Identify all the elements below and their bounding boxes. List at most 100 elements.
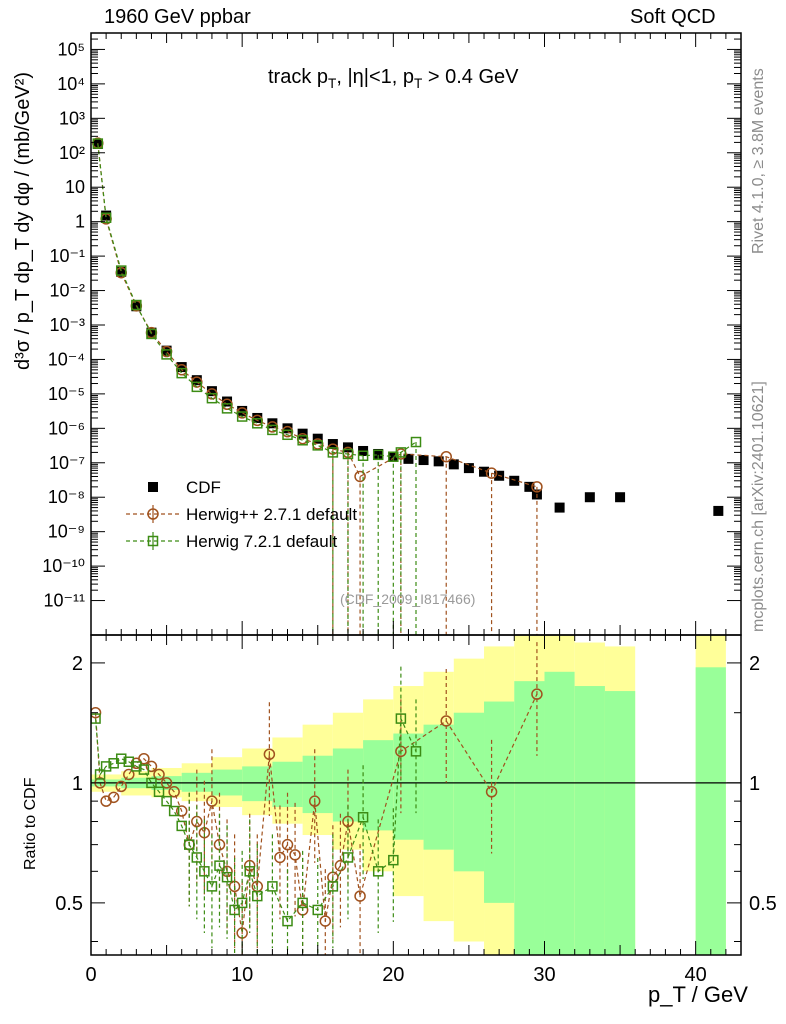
stat-band-bin	[423, 724, 454, 850]
herwig7-point	[131, 299, 142, 311]
herwig7-point	[297, 435, 308, 446]
herwig7-ratio-point	[297, 897, 308, 909]
herwig7-ratio-point	[357, 811, 369, 823]
cdf-point	[713, 505, 724, 516]
herwig7-point	[282, 429, 293, 441]
process-label: Soft QCD	[630, 6, 716, 28]
cdf-point	[116, 266, 127, 277]
stat-band-bin	[393, 733, 424, 840]
cdf-point	[554, 502, 565, 513]
herwigpp-ratio-point	[274, 851, 286, 864]
cdf-point	[509, 475, 520, 486]
herwig7-ratio-point	[214, 860, 225, 871]
herwig7-ratio-point	[236, 897, 248, 909]
x-tick-label: 10	[231, 964, 253, 986]
axes: 10⁵10⁴10³10²10110⁻¹10⁻²10⁻³10⁻⁴10⁻⁵10⁻⁶1…	[42, 32, 777, 986]
herwig7-ratio-point	[131, 761, 142, 772]
herwig7-ratio-point	[115, 753, 127, 764]
herwigpp-ratio-point	[281, 838, 294, 851]
main-y-tick-label: 10⁻⁶	[48, 418, 85, 438]
herwigpp-ratio-point	[319, 915, 332, 927]
herwigpp-ratio-point	[485, 786, 498, 798]
cdf-point	[176, 362, 187, 373]
cdf-point	[479, 466, 490, 477]
herwigpp-ratio-point	[289, 849, 301, 861]
cdf-point	[448, 459, 459, 470]
main-y-tick-label: 10⁻²	[49, 281, 85, 301]
ratio-y-tick-label-left: 2	[72, 653, 83, 675]
herwig7-ratio-point	[206, 881, 218, 892]
legend-cdf-label: CDF	[186, 478, 221, 497]
stat-band-bin	[453, 712, 485, 872]
ratio-y-tick-label-right: 0.5	[749, 893, 777, 915]
herwigpp-ratio-point	[440, 715, 452, 727]
herwig7-ratio-line	[94, 718, 417, 923]
herwigpp-ratio-point	[175, 805, 188, 817]
herwig7-ratio-point	[199, 866, 210, 877]
main-y-tick-label: 10	[65, 177, 85, 197]
mcplots-side-label: mcplots.cern.ch [arXiv:2401.10621]	[750, 381, 767, 632]
herwig7-ratio-point	[342, 852, 354, 863]
ratio-uncertainty-bands	[91, 635, 726, 955]
main-y-tick-label: 10⁻⁴	[48, 349, 85, 369]
cdf-point	[403, 453, 414, 464]
herwig7-ratio-point	[168, 805, 180, 817]
cdf-point	[237, 405, 248, 416]
ratio-y-tick-label-left: 1	[72, 773, 83, 795]
herwigpp-ratio-point	[160, 777, 173, 789]
cdf-point	[584, 492, 595, 503]
herwig7-point	[410, 436, 422, 448]
main-y-tick-label: 10⁻³	[49, 315, 85, 335]
rivet-side-label: Rivet 4.1.0, ≥ 3.8M events	[750, 68, 767, 254]
stat-band-bin	[272, 761, 303, 808]
herwigpp-ratio-point	[107, 791, 120, 804]
legend-herwig7-marker	[147, 535, 159, 547]
herwig7-point	[176, 367, 187, 379]
ratio-plot-frame	[90, 634, 742, 956]
ratio-y-axis-label: Ratio to CDF	[22, 777, 39, 870]
herwig7-ratio-point	[244, 866, 255, 877]
herwigpp-ratio-point	[263, 748, 276, 760]
cdf-point	[206, 386, 217, 397]
herwig7-point	[327, 447, 339, 458]
herwig7-ratio-point	[282, 915, 293, 927]
stat-band-bin	[484, 701, 515, 903]
ratio-plot-marks	[91, 642, 741, 955]
herwig7-ratio-point	[153, 786, 165, 798]
title-tail: > 0.4 GeV	[422, 66, 519, 88]
main-y-tick-label: 10⁻⁷	[49, 453, 85, 473]
x-tick-label: 0	[85, 964, 96, 986]
herwig7-point	[342, 448, 354, 460]
cdf-point	[222, 396, 233, 407]
x-axis-label: p_T / GeV	[648, 982, 748, 1007]
stat-band-bin	[544, 671, 575, 955]
stat-band-bin	[514, 681, 545, 955]
herwig7-ratio-point	[94, 769, 106, 780]
main-y-tick-label: 10⁻¹	[49, 246, 85, 266]
herwig7-ratio-point	[388, 854, 399, 866]
herwig7-ratio-point	[161, 795, 172, 807]
main-y-tick-label: 10⁻¹¹	[43, 591, 85, 611]
x-tick-label: 20	[382, 964, 404, 986]
herwig7-point	[221, 403, 233, 414]
herwig7-ratio-point	[372, 866, 384, 877]
herwig7-ratio-point	[191, 852, 203, 863]
legend: CDF Herwig++ 2.7.1 default Herwig 7.2.1 de…	[126, 478, 357, 551]
herwigpp-ratio-point	[123, 768, 135, 781]
herwig7-point	[100, 212, 112, 223]
cdf-point	[524, 481, 535, 492]
herwigpp-ratio-point	[138, 752, 150, 765]
main-y-tick-label: 10⁴	[57, 74, 85, 94]
herwigpp-point	[531, 481, 543, 493]
herwigpp-ratio-point	[354, 890, 366, 902]
main-plot-marks	[92, 137, 724, 635]
herwigpp-ratio-point	[145, 760, 158, 773]
stat-band-bin	[574, 686, 605, 955]
herwig7-point	[372, 449, 384, 461]
herwig7-ratio-point	[229, 904, 240, 916]
main-y-tick-label: 10²	[59, 143, 85, 163]
cdf-point	[282, 423, 293, 434]
herwig7-point	[115, 265, 127, 276]
stat-band-bin	[302, 755, 333, 814]
